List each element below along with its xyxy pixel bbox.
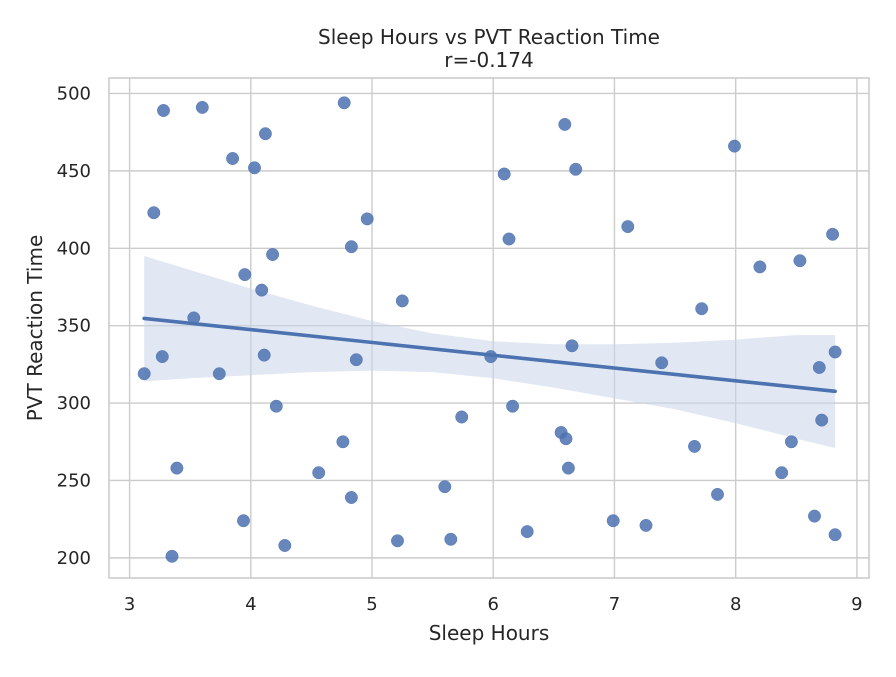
data-point [828,345,842,359]
data-point [248,161,261,175]
data-point [506,399,520,413]
regression-line-layer [142,316,837,394]
data-point [312,466,326,480]
data-point [226,152,240,165]
data-point [815,413,829,427]
y-tick-label: 400 [57,238,91,259]
data-point [278,539,292,552]
x-tick-label: 3 [124,594,135,615]
y-axis-label: PVT Reaction Time [23,235,47,421]
y-tick-label: 450 [57,161,91,182]
x-tick-label: 6 [488,594,499,615]
data-point [621,220,635,234]
data-point [655,356,669,370]
data-point [257,348,271,362]
data-point [826,227,840,241]
data-point [170,461,184,475]
data-point [349,353,363,367]
data-point [155,350,169,364]
data-point [565,339,579,353]
data-point [258,127,272,141]
data-point [753,260,767,274]
x-tick-label: 5 [366,594,377,615]
y-tick-label: 350 [57,316,91,337]
plot-frame [108,77,870,579]
y-tick-label: 250 [57,470,91,491]
data-point [269,399,283,413]
data-point [237,514,250,528]
data-point [395,294,409,308]
data-point [391,534,404,548]
x-tick-label: 8 [730,594,741,615]
x-tick-label: 9 [851,594,862,615]
data-point [438,480,452,494]
y-tick-labels: 200 250 300 350 400 450 500 [57,83,91,568]
data-point [344,240,358,254]
chart-title: Sleep Hours vs PVT Reaction Time [318,25,660,49]
data-point [337,96,351,110]
data-point [455,410,469,424]
data-point [569,162,583,176]
data-point [775,466,789,480]
data-point [695,302,709,316]
chart-subtitle: r=-0.174 [444,48,533,72]
data-point [793,254,807,268]
data-point [688,439,701,453]
data-point [444,532,458,546]
regression-line [142,316,837,394]
x-tick-label: 4 [245,594,256,615]
y-tick-label: 200 [57,548,91,569]
y-tick-label: 500 [57,83,91,104]
data-point [711,487,724,501]
data-point [520,525,534,539]
data-point [558,117,572,131]
data-point [559,432,573,446]
data-point [157,104,170,117]
points-layer [137,96,842,563]
data-point [165,549,179,563]
data-point [828,528,842,542]
data-point [808,509,821,523]
data-point [238,268,252,282]
x-axis-label: Sleep Hours [429,621,550,645]
data-point [137,367,151,381]
data-point [266,248,280,261]
data-point [344,491,358,504]
data-point [195,100,209,114]
data-point [728,139,741,153]
data-point [639,518,653,532]
data-point [212,367,226,381]
data-point [255,283,269,297]
y-tick-label: 300 [57,393,91,414]
data-point [606,514,620,528]
data-point [497,167,511,181]
data-point [147,206,161,220]
data-point [812,361,826,374]
data-point [561,461,575,475]
data-point [502,232,516,246]
x-tick-labels: 3 4 5 6 7 8 9 [124,594,863,615]
data-point [784,435,798,449]
data-point [360,212,374,226]
x-tick-label: 7 [609,594,620,615]
data-point [336,435,350,449]
